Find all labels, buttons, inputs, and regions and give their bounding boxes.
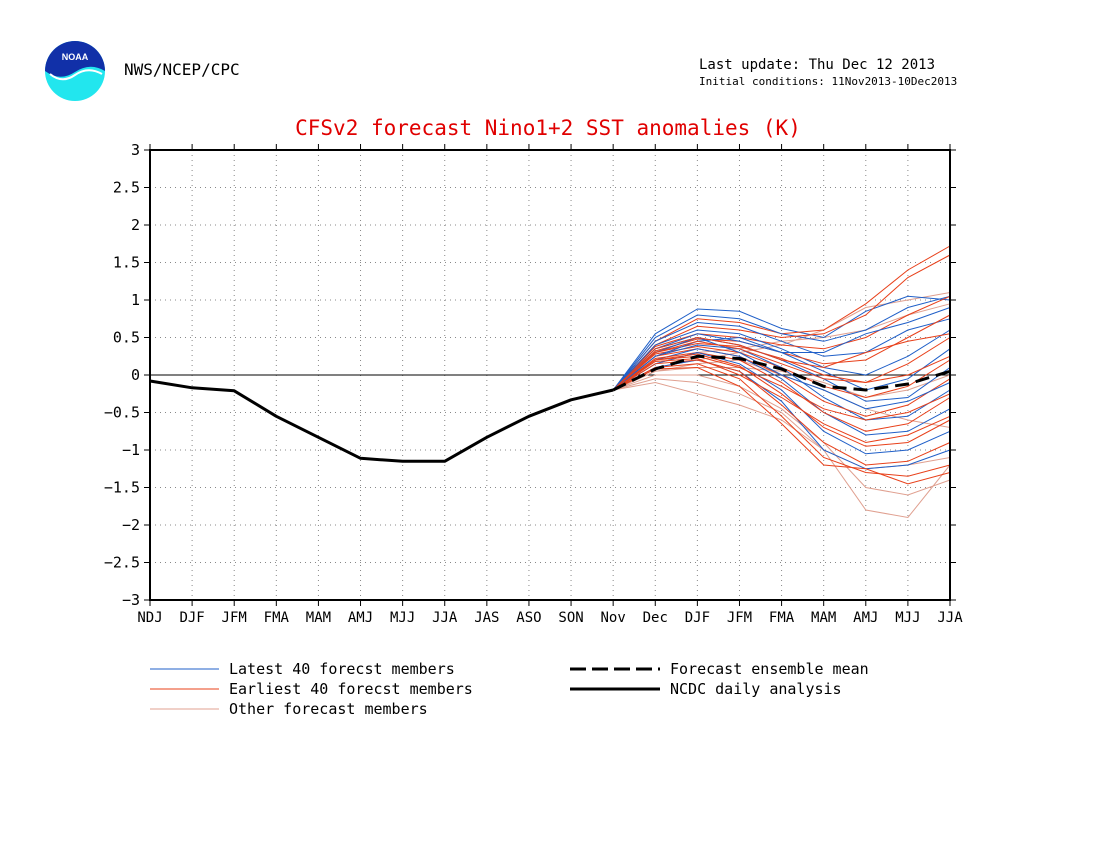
- earliest-member-line: [612, 353, 951, 447]
- y-tick-label: −2.5: [104, 554, 140, 572]
- earliest-member-line: [612, 351, 951, 432]
- x-tick-label: Dec: [643, 610, 668, 626]
- earliest-member-line: [612, 366, 951, 485]
- earliest-member-line: [612, 363, 951, 477]
- earliest-member-line: [612, 337, 951, 391]
- legend-label-analysis: NCDC daily analysis: [670, 680, 842, 698]
- earliest-member-line: [612, 333, 951, 391]
- latest-member-line: [612, 329, 951, 391]
- x-tick-label: AMJ: [348, 610, 373, 626]
- noaa-logo-text: NOAA: [62, 52, 89, 62]
- agency-label: NWS/NCEP/CPC: [124, 60, 240, 79]
- x-tick-label: DJF: [179, 610, 204, 626]
- x-tick-label: JAS: [474, 610, 499, 626]
- earliest-member-line: [612, 340, 951, 391]
- analysis-line: [149, 379, 614, 463]
- x-tick-label: JFM: [222, 610, 247, 626]
- x-tick-label: JJA: [937, 610, 963, 626]
- latest-member-line: [612, 295, 951, 391]
- last-update-label: Last update: Thu Dec 12 2013: [699, 57, 936, 73]
- ensemble-mean-line: [612, 354, 951, 392]
- x-tick-label: JJA: [432, 610, 458, 626]
- y-tick-label: −1.5: [104, 479, 140, 497]
- latest-member-line: [612, 295, 951, 391]
- x-tick-label: MJJ: [895, 610, 920, 626]
- lines-layer: [149, 354, 951, 463]
- y-tick-label: 2: [131, 216, 140, 234]
- y-tick-label: 3: [131, 141, 140, 159]
- latest-member-line: [612, 318, 951, 391]
- x-tick-label: JFM: [727, 610, 752, 626]
- other-member-line: [612, 367, 951, 399]
- y-tick-label: −3: [122, 591, 140, 609]
- y-tick-label: 1.5: [113, 254, 140, 272]
- legend-label-mean: Forecast ensemble mean: [670, 660, 869, 678]
- members-layer: [612, 245, 951, 519]
- x-tick-label: NDJ: [137, 610, 162, 626]
- earliest-member-line: [612, 357, 951, 444]
- x-tick-label: ASO: [516, 610, 541, 626]
- earliest-member-line: [612, 355, 951, 421]
- noaa-logo: NOAA: [45, 41, 105, 101]
- latest-member-line: [612, 307, 951, 391]
- x-tick-label: FMA: [769, 610, 795, 626]
- initial-conditions-label: Initial conditions: 11Nov2013-10Dec2013: [699, 75, 958, 88]
- y-tick-label: −0.5: [104, 404, 140, 422]
- legend-label-other: Other forecast members: [229, 700, 428, 718]
- earliest-member-line: [612, 359, 951, 466]
- x-tick-label: SON: [558, 610, 583, 626]
- x-tick-label: MAM: [811, 610, 836, 626]
- x-tick-label: MJJ: [390, 610, 415, 626]
- x-tick-label: DJF: [685, 610, 710, 626]
- legend-label-earliest: Earliest 40 forecst members: [229, 680, 473, 698]
- y-tick-label: −2: [122, 516, 140, 534]
- chart-title: CFSv2 forecast Nino1+2 SST anomalies (K): [295, 116, 801, 140]
- legend: Latest 40 forecst members Earliest 40 for…: [150, 660, 869, 718]
- legend-label-latest: Latest 40 forecst members: [229, 660, 455, 678]
- x-tick-label: FMA: [264, 610, 290, 626]
- other-member-line: [613, 374, 951, 496]
- y-tick-label: 0: [131, 366, 140, 384]
- x-tick-label: AMJ: [853, 610, 878, 626]
- y-tick-label: 0.5: [113, 329, 140, 347]
- x-tick-label: MAM: [306, 610, 331, 626]
- other-member-line: [613, 378, 951, 519]
- y-tick-label: −1: [122, 441, 140, 459]
- latest-member-line: [612, 359, 951, 470]
- y-tick-label: 1: [131, 291, 140, 309]
- earliest-member-line: [612, 295, 951, 391]
- y-tick-label: 2.5: [113, 179, 140, 197]
- grid-layer: [150, 150, 950, 600]
- earliest-member-line: [612, 254, 951, 391]
- x-tick-label: Nov: [601, 610, 626, 626]
